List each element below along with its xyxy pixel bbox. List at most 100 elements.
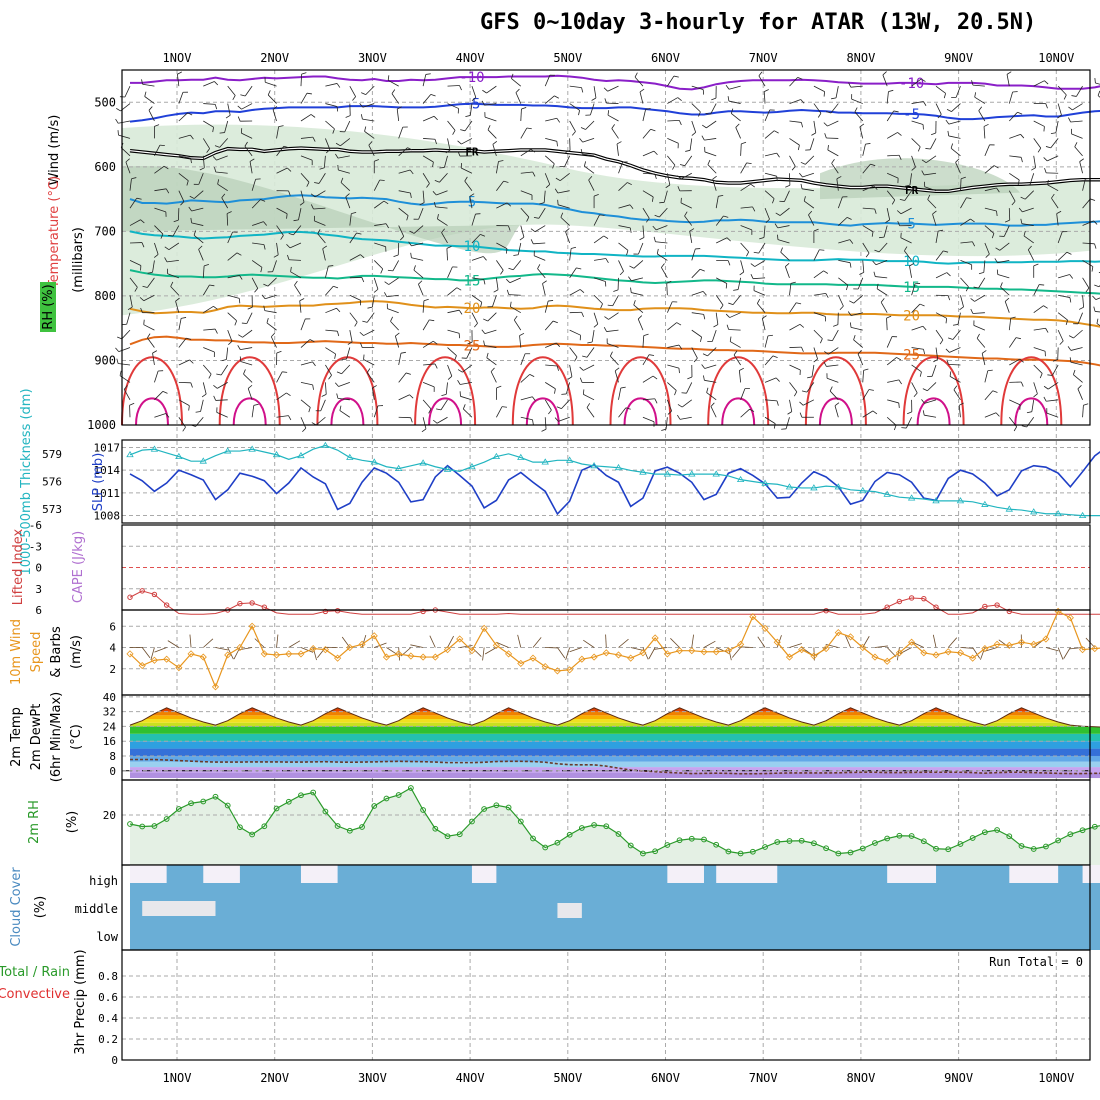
wind-barb [126, 312, 131, 325]
wind-barb-flag [672, 164, 676, 170]
wind-barb-flag [498, 160, 504, 162]
wind-speed-marker [431, 653, 439, 661]
rh2m-marker [615, 831, 622, 837]
wind-barb [338, 169, 350, 174]
wind-barb [191, 222, 204, 226]
wind-barb-flag [593, 323, 599, 328]
wind-barb [1008, 91, 1013, 104]
wind-barb-flag [1069, 297, 1072, 303]
wind-barb [728, 100, 741, 104]
wind-barb-flag [214, 328, 218, 334]
wind-barb [984, 165, 995, 174]
wind-barb [544, 399, 552, 411]
surface-wind-barb [154, 647, 167, 653]
wind-barb [924, 186, 937, 192]
wind-barb-flag [911, 166, 916, 171]
wind-barb [265, 81, 277, 87]
wind-barb-flag [859, 123, 865, 128]
wind-barb [276, 392, 287, 401]
wind-barb [510, 306, 521, 314]
wind-barb-flag [165, 413, 170, 418]
wind-barb [911, 155, 916, 168]
wind-barb [447, 266, 453, 278]
wind-barb-flag [1073, 369, 1076, 375]
wind-barb [639, 91, 644, 104]
wind-barb-flag [288, 232, 294, 236]
wind-barb-flag [165, 188, 170, 194]
wind-barb [642, 150, 655, 157]
cloud-clear-gap [300, 865, 338, 883]
wind-barb-flag [565, 150, 571, 153]
wind-barb [618, 225, 631, 229]
wind-barb-flag [363, 354, 365, 360]
wind-barb [154, 242, 159, 255]
wind-barb [614, 370, 619, 383]
wind-barb-flag [555, 177, 561, 182]
wind-barb-flag [863, 368, 869, 371]
wind-barb-flag [238, 334, 243, 338]
wind-barb [193, 190, 204, 199]
wind-barb-flag [367, 306, 373, 309]
wind-barb [911, 120, 924, 125]
wind-barb-flag [813, 228, 819, 232]
rh2m-marker [395, 792, 402, 798]
cloud-row-label: middle [75, 902, 118, 916]
wind-barb-flag [758, 71, 763, 77]
wind-barb-flag [923, 101, 927, 106]
wind-barb-flag [206, 148, 210, 153]
wind-barb [710, 103, 717, 115]
wind-barb-flag [134, 287, 138, 292]
wind-barb [1057, 103, 1062, 116]
wind-barb [362, 103, 375, 108]
wind-barb-flag [526, 216, 530, 222]
wind-barb-flag [160, 233, 164, 239]
wind-barb-flag [335, 153, 339, 159]
pressure-tick-label: 800 [94, 289, 116, 303]
wind-barb-flag [880, 298, 885, 303]
wind-barb-flag [807, 376, 813, 379]
wind-barb-flag [677, 404, 683, 408]
pressure-tick-label: 900 [94, 353, 116, 367]
rh2m-marker [859, 845, 866, 852]
wind-barb [349, 232, 357, 244]
thickness-marker [468, 462, 476, 470]
wind-barb [276, 167, 288, 174]
wind-barb-flag [247, 306, 253, 310]
wind-barb-flag [129, 402, 135, 406]
surface-wind-barb [447, 635, 454, 648]
wind-barb [712, 179, 717, 191]
wind-barb [935, 250, 944, 261]
wind-barb [313, 207, 326, 210]
wind-barb-flag [634, 72, 638, 78]
wind-barb [785, 417, 790, 429]
wind-barb-flag [995, 412, 1000, 417]
wind-barb-flag [593, 193, 599, 197]
thickness-marker [248, 445, 256, 452]
wind-barb-flag [823, 122, 828, 127]
wind-barb [445, 382, 448, 395]
wind-barb-flag [203, 264, 210, 267]
rh2m-marker [249, 831, 256, 838]
wind-barb-flag [335, 142, 341, 147]
wind-barb [974, 294, 986, 302]
wind-barb [544, 155, 555, 165]
wind-barb-flag [946, 108, 952, 112]
surface-wind-barb [1057, 647, 1064, 660]
wind-barb [349, 294, 361, 301]
wind-barb [200, 399, 204, 412]
wind-barb-flag [147, 271, 153, 274]
wind-barb [593, 86, 597, 99]
wind-barb [667, 364, 680, 369]
wind-barb [545, 342, 557, 348]
wind-barb-flag [823, 91, 825, 97]
wind-speed-marker [1042, 635, 1050, 643]
wind-barb-flag [1023, 230, 1026, 237]
wind-barb [300, 92, 308, 104]
wind-barb-flag [689, 228, 695, 232]
wind-barb [691, 329, 702, 338]
wind-barb-flag [652, 375, 658, 380]
wind-barb [118, 363, 131, 366]
wind10-unit-label: (m/s) [69, 635, 84, 669]
wind-barb [520, 374, 530, 383]
wind-barb-flag [519, 332, 525, 336]
